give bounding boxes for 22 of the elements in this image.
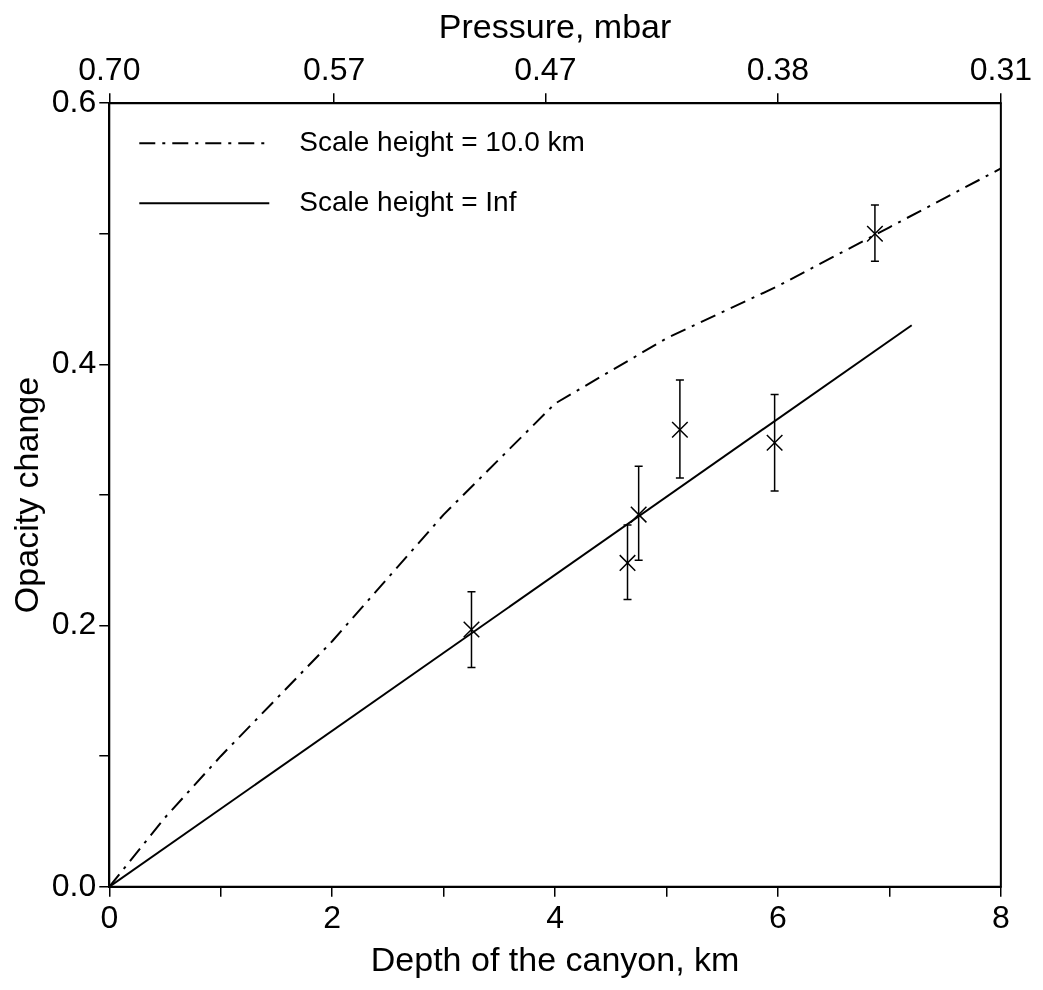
point xyxy=(671,421,689,439)
x2-tick-label: 0.47 xyxy=(514,50,577,87)
point xyxy=(462,620,481,639)
x-tick-label: 8 xyxy=(991,898,1010,935)
legend-label: Scale height = 10.0 km xyxy=(299,125,585,157)
y-axis-title: Opacity change xyxy=(6,376,45,614)
x2-axis-title: Pressure, mbar xyxy=(438,6,672,45)
y-tick-label: 0.0 xyxy=(51,866,97,903)
x2-tick-label: 0.57 xyxy=(303,50,366,87)
x-axis-title: Depth of the canyon, km xyxy=(370,939,740,978)
point xyxy=(866,225,884,243)
x2-tick-label: 0.38 xyxy=(746,50,810,87)
point xyxy=(618,554,637,572)
y-tick-label: 0.4 xyxy=(51,344,97,381)
y-tick-label: 0.2 xyxy=(51,605,97,642)
point xyxy=(766,434,784,452)
x-tick-label: 2 xyxy=(323,898,342,935)
x-tick-label: 6 xyxy=(769,898,787,935)
x-tick-label: 4 xyxy=(546,898,564,935)
x-tick-label: 0 xyxy=(100,898,119,935)
x2-tick-label: 0.31 xyxy=(969,50,1032,87)
legend-label: Scale height = Inf xyxy=(299,185,517,217)
